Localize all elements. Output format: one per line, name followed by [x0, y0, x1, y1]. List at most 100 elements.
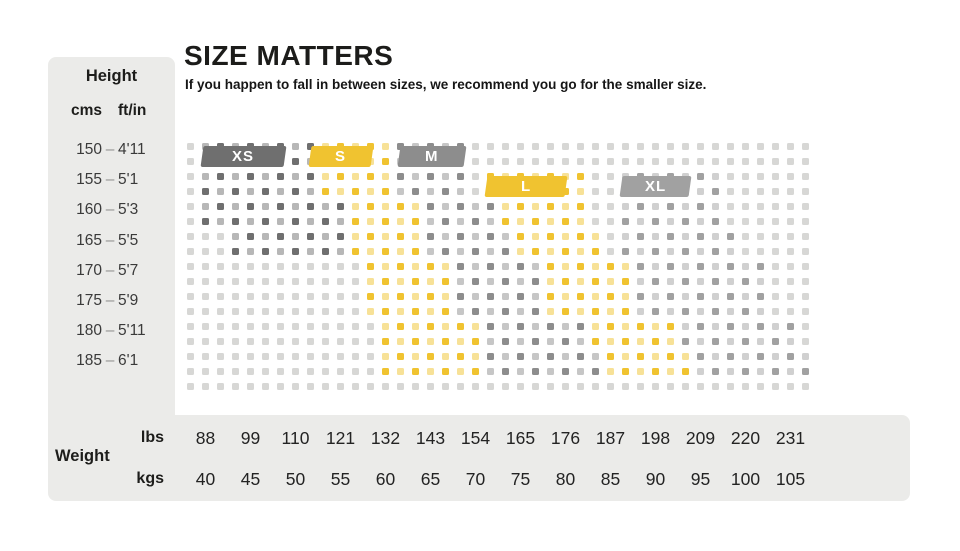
grid-dot [187, 263, 194, 270]
grid-dot [307, 353, 314, 360]
grid-dot [577, 158, 584, 165]
size-dot-m [487, 308, 494, 315]
size-dot-m [517, 338, 524, 345]
grid-dot [292, 263, 299, 270]
size-dot-xl [697, 203, 704, 210]
size-dot-xl [697, 278, 704, 285]
height-row: 185–6'1 [62, 346, 175, 376]
size-dot-s [412, 203, 419, 210]
grid-dot [802, 263, 809, 270]
grid-dot [802, 323, 809, 330]
grid-dot [592, 158, 599, 165]
grid-dot [592, 383, 599, 390]
grid-dot [472, 173, 479, 180]
grid-dot [307, 278, 314, 285]
grid-dot [532, 383, 539, 390]
size-dot-l [592, 338, 599, 345]
size-dot-l [607, 323, 614, 330]
grid-dot [787, 158, 794, 165]
grid-dot [742, 143, 749, 150]
lbs-unit-label: lbs [140, 429, 164, 446]
grid-dot [262, 293, 269, 300]
grid-dot [202, 353, 209, 360]
grid-dot [442, 383, 449, 390]
height-row: 180–5'11 [62, 316, 175, 346]
size-dot-s [412, 248, 419, 255]
size-dot-m [457, 233, 464, 240]
size-dot-m [502, 278, 509, 285]
size-dot-l [577, 173, 584, 180]
size-dot-s [352, 203, 359, 210]
grid-dot [772, 203, 779, 210]
grid-dot [757, 158, 764, 165]
grid-dot [232, 308, 239, 315]
page-subtitle: If you happen to fall in between sizes, … [185, 77, 707, 92]
grid-dot [727, 173, 734, 180]
size-dot-m [592, 368, 599, 375]
size-dot-s [457, 353, 464, 360]
size-dot-xl [697, 338, 704, 345]
size-dot-s [322, 188, 329, 195]
height-rows: 150–4'11 155–5'1 160–5'3 165–5'5 170–5'7 175–… [62, 135, 175, 377]
size-dot-m [457, 248, 464, 255]
grid-dot [277, 293, 284, 300]
size-dot-s [397, 308, 404, 315]
size-dot-m [487, 248, 494, 255]
size-dot-l [562, 278, 569, 285]
size-dot-s [382, 218, 389, 225]
size-dot-l [652, 353, 659, 360]
grid-dot [592, 218, 599, 225]
size-dot-xl [772, 338, 779, 345]
height-cms-value: 185 [76, 352, 102, 370]
size-dot-xl [697, 293, 704, 300]
size-dot-m [442, 233, 449, 240]
size-dot-s [412, 263, 419, 270]
size-dot-xl [682, 278, 689, 285]
size-dot-xs [292, 203, 299, 210]
weight-lbs-value: 231 [775, 428, 806, 448]
size-dot-m [487, 323, 494, 330]
grid-dot [532, 158, 539, 165]
grid-dot [547, 143, 554, 150]
size-dot-s [382, 308, 389, 315]
grid-dot [322, 263, 329, 270]
size-dot-m [517, 323, 524, 330]
size-dot-xs [202, 173, 209, 180]
size-dot-xl [727, 338, 734, 345]
size-dot-s [442, 353, 449, 360]
grid-dot [307, 383, 314, 390]
size-dot-s [427, 308, 434, 315]
size-dot-xs [217, 218, 224, 225]
size-dot-xl [757, 308, 764, 315]
size-dot-xl [667, 218, 674, 225]
grid-dot [337, 263, 344, 270]
size-dot-s [427, 323, 434, 330]
grid-dot [577, 383, 584, 390]
grid-dot [757, 203, 764, 210]
size-dot-xl [682, 248, 689, 255]
size-dot-xl [712, 338, 719, 345]
grid-dot [322, 293, 329, 300]
grid-dot [277, 353, 284, 360]
size-dot-m [487, 203, 494, 210]
grid-dot [247, 368, 254, 375]
size-dot-s [352, 188, 359, 195]
size-dot-l [607, 278, 614, 285]
size-dot-l [517, 248, 524, 255]
weight-kgs-value: 45 [240, 469, 261, 489]
size-dot-xl [712, 323, 719, 330]
grid-dot [217, 278, 224, 285]
grid-dot [187, 248, 194, 255]
size-dot-m [457, 263, 464, 270]
grid-dot [292, 278, 299, 285]
size-dot-xl [682, 293, 689, 300]
weight-lbs-value: 220 [730, 428, 761, 448]
grid-dot [772, 218, 779, 225]
size-dot-l [592, 263, 599, 270]
grid-dot [217, 308, 224, 315]
grid-dot [322, 368, 329, 375]
size-badge-m: M [397, 146, 467, 167]
size-dot-m [412, 173, 419, 180]
size-dot-m [472, 293, 479, 300]
size-dot-xl [667, 308, 674, 315]
